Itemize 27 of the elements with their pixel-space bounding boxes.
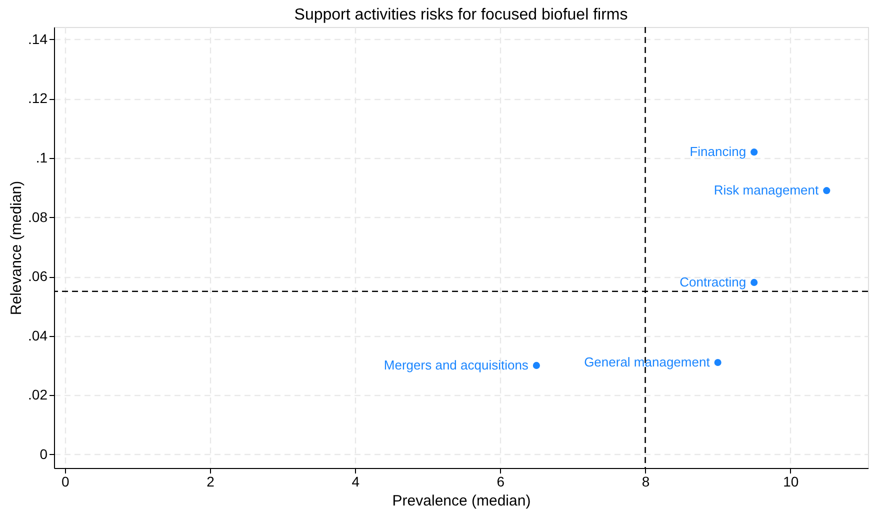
y-axis-title: Relevance (median): [8, 180, 26, 316]
y-tick-label: .08: [28, 208, 48, 225]
annotation: Contracting: [680, 274, 746, 290]
annotation: General management: [584, 354, 710, 370]
y-tick-label: .1: [36, 149, 48, 166]
y-tick-label: .04: [28, 327, 48, 344]
x-tick-label: 10: [783, 474, 799, 490]
point: [823, 187, 830, 194]
annotation: Risk management: [714, 182, 820, 198]
x-tick-label: 8: [642, 474, 650, 490]
x-tick-label: 0: [61, 474, 70, 490]
annotation: Financing: [690, 144, 746, 160]
y-tick-label: .06: [28, 268, 48, 284]
y-tick-label: .02: [28, 386, 48, 403]
y-tick-label: 0: [40, 446, 48, 462]
annotation: Mergers and acquisitions: [384, 357, 529, 372]
point: [714, 358, 722, 366]
point: [750, 148, 758, 156]
point: [750, 278, 758, 286]
chart-title: Support activities risks for focused biofuel firms: [294, 6, 628, 24]
y-tick-label: .14: [28, 30, 48, 47]
y-tick-label: .12: [28, 90, 48, 106]
x-tick-label: 6: [496, 474, 505, 490]
x-tick-label: 4: [352, 474, 360, 490]
x-tick-label: 2: [206, 474, 215, 490]
point: [532, 362, 540, 369]
x-axis-title: Prevalence (median): [392, 492, 531, 510]
